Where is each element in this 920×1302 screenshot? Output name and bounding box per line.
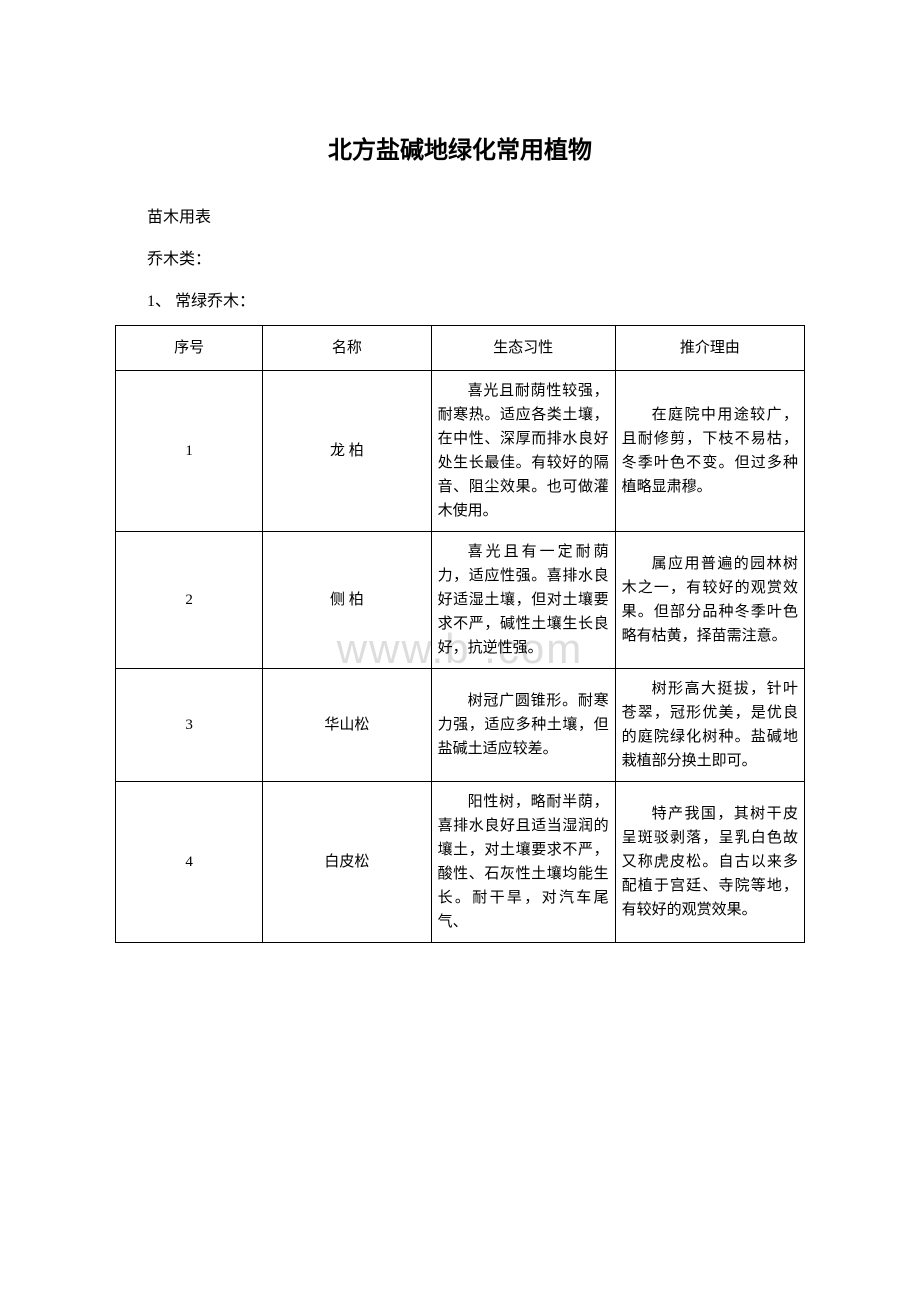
cell-reason: 属应用普遍的园林树木之一，有较好的观赏效果。但部分品种冬季叶色略有枯黄，择苗需注… bbox=[615, 532, 804, 669]
table-header-row: 序号 名称 生态习性 推介理由 bbox=[116, 326, 805, 371]
cell-num: 4 bbox=[116, 782, 263, 943]
plant-table: 序号 名称 生态习性 推介理由 1 龙 柏 喜光且耐荫性较强，耐寒热。适应各类土… bbox=[115, 325, 805, 943]
document-content: 北方盐碱地绿化常用植物 苗木用表 乔木类： 1、 常绿乔木： 序号 名称 生态习… bbox=[115, 130, 805, 943]
cell-num: 1 bbox=[116, 371, 263, 532]
cell-name: 侧 柏 bbox=[263, 532, 431, 669]
cell-reason: 树形高大挺拔，针叶苍翠，冠形优美，是优良的庭院绿化树种。盐碱地栽植部分换土即可。 bbox=[615, 669, 804, 782]
subcategory-text: 1、 常绿乔木： bbox=[115, 287, 805, 311]
subtitle-text: 苗木用表 bbox=[115, 203, 805, 227]
cell-name: 白皮松 bbox=[263, 782, 431, 943]
cell-habit: 树冠广圆锥形。耐寒力强，适应多种土壤，但盐碱土适应较差。 bbox=[431, 669, 615, 782]
table-row: 2 侧 柏 喜光且有一定耐荫力，适应性强。喜排水良好适湿土壤，但对土壤要求不严，… bbox=[116, 532, 805, 669]
header-reason: 推介理由 bbox=[615, 326, 804, 371]
header-num: 序号 bbox=[116, 326, 263, 371]
cell-num: 2 bbox=[116, 532, 263, 669]
page-title: 北方盐碱地绿化常用植物 bbox=[115, 130, 805, 165]
cell-habit: 喜光且有一定耐荫力，适应性强。喜排水良好适湿土壤，但对土壤要求不严，碱性土壤生长… bbox=[431, 532, 615, 669]
cell-reason: 在庭院中用途较广，且耐修剪，下枝不易枯，冬季叶色不变。但过多种植略显肃穆。 bbox=[615, 371, 804, 532]
cell-num: 3 bbox=[116, 669, 263, 782]
cell-habit: 阳性树，略耐半荫，喜排水良好且适当湿润的壤土，对土壤要求不严，酸性、石灰性土壤均… bbox=[431, 782, 615, 943]
table-row: 3 华山松 树冠广圆锥形。耐寒力强，适应多种土壤，但盐碱土适应较差。 树形高大挺… bbox=[116, 669, 805, 782]
header-habit: 生态习性 bbox=[431, 326, 615, 371]
category-text: 乔木类： bbox=[115, 245, 805, 269]
header-name: 名称 bbox=[263, 326, 431, 371]
cell-habit: 喜光且耐荫性较强，耐寒热。适应各类土壤，在中性、深厚而排水良好处生长最佳。有较好… bbox=[431, 371, 615, 532]
cell-name: 华山松 bbox=[263, 669, 431, 782]
cell-reason: 特产我国，其树干皮呈斑驳剥落，呈乳白色故又称虎皮松。自古以来多配植于宫廷、寺院等… bbox=[615, 782, 804, 943]
cell-name: 龙 柏 bbox=[263, 371, 431, 532]
table-row: 1 龙 柏 喜光且耐荫性较强，耐寒热。适应各类土壤，在中性、深厚而排水良好处生长… bbox=[116, 371, 805, 532]
table-row: 4 白皮松 阳性树，略耐半荫，喜排水良好且适当湿润的壤土，对土壤要求不严，酸性、… bbox=[116, 782, 805, 943]
